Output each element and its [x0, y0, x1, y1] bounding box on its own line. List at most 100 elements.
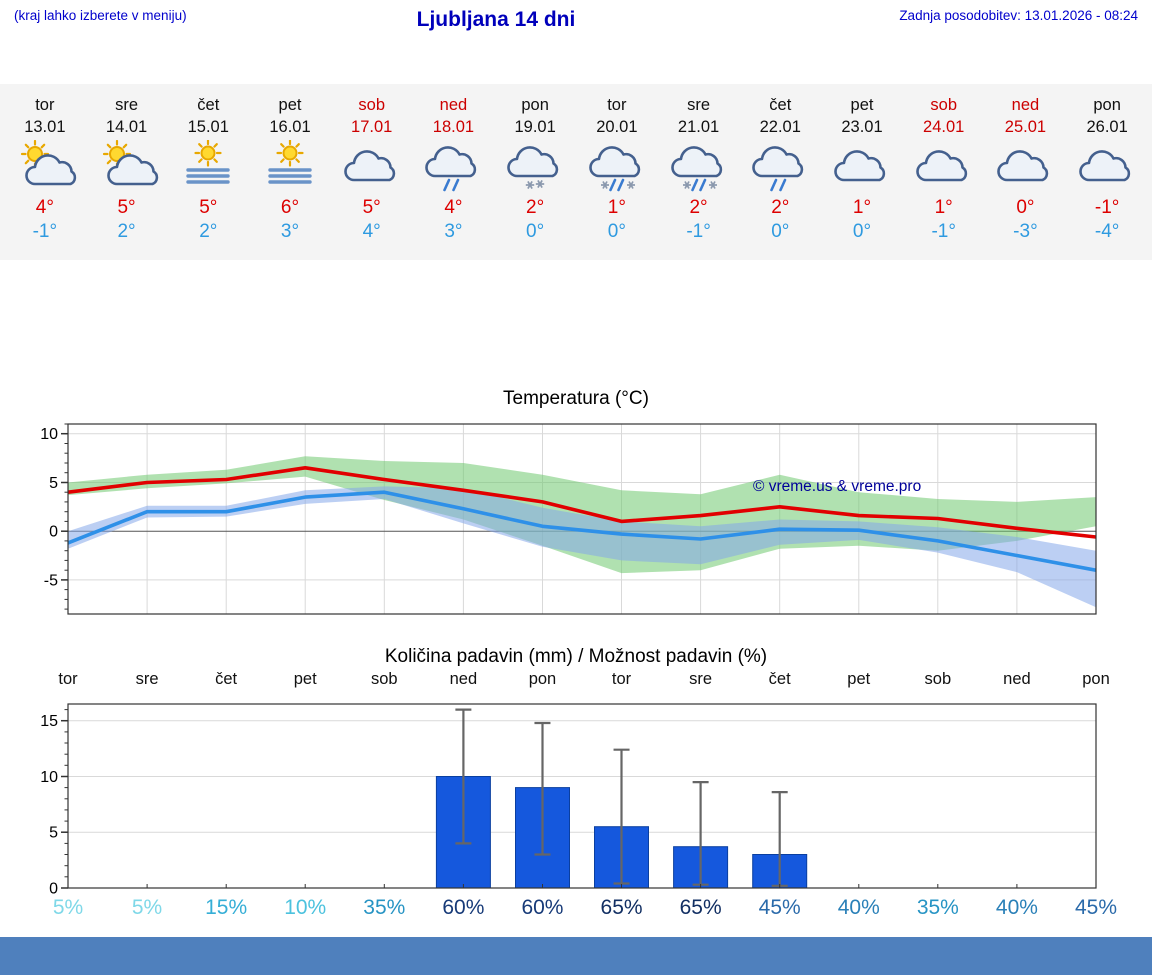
snow-icon — [502, 140, 568, 194]
forecast-day-17.01[interactable]: sob 17.01 5° 4° — [331, 94, 413, 244]
day-name: sre — [115, 96, 139, 114]
min-temp-range-band — [68, 486, 1096, 608]
forecast-strip: tor 13.01 4° -1° sre 14.01 5° 2° čet 15.01 5° 2° pet… — [0, 84, 1152, 260]
precip-probability-label: 40% — [995, 896, 1038, 919]
low-temp: 4° — [362, 221, 381, 242]
precip-day-label: ned — [449, 670, 478, 688]
day-name: pon — [521, 96, 549, 114]
day-date: 23.01 — [841, 118, 883, 136]
top-header: (kraj lahko izberete v meniju) Ljubljana… — [0, 0, 1152, 32]
low-temp: -1° — [931, 221, 956, 242]
precip-day-label: sob — [924, 670, 952, 688]
precip-probability-label: 5% — [52, 896, 84, 919]
sleet-icon — [584, 140, 650, 194]
day-name: tor — [607, 96, 627, 114]
high-temp: 2° — [771, 197, 790, 218]
forecast-day-20.01[interactable]: tor 20.01 1° 0° — [576, 94, 658, 244]
precip-probability-label: 65% — [679, 896, 722, 919]
low-temp: 3° — [444, 221, 463, 242]
precip-day-label: čet — [768, 670, 791, 688]
precip-day-label: tor — [611, 670, 632, 688]
low-temp: 0° — [852, 221, 872, 242]
min-temp-line — [68, 490, 1096, 572]
partly-cloudy-icon — [12, 140, 78, 194]
precip-day-label: pon — [1082, 670, 1110, 688]
low-temp: 2° — [199, 221, 218, 242]
footer-bar — [0, 937, 1152, 975]
high-temp: 1° — [607, 197, 626, 218]
day-date: 26.01 — [1086, 118, 1128, 136]
cloudy-icon — [339, 140, 405, 194]
day-name: sob — [358, 96, 385, 114]
precip-day-label: tor — [58, 670, 78, 688]
forecast-day-22.01[interactable]: čet 22.01 2° 0° — [739, 94, 821, 244]
cloudy-icon — [992, 140, 1058, 194]
forecast-day-19.01[interactable]: pon 19.01 2° 0° — [494, 94, 576, 244]
sleet-icon — [666, 140, 732, 194]
precipitation-chart-title: Količina padavin (mm) / Možnost padavin … — [384, 646, 768, 667]
precip-day-label: sob — [370, 670, 398, 688]
precip-day-label: čet — [215, 670, 238, 688]
day-name: čet — [769, 96, 792, 114]
forecast-day-16.01[interactable]: pet 16.01 6° 3° — [249, 94, 331, 244]
forecast-day-14.01[interactable]: sre 14.01 5° 2° — [86, 94, 168, 244]
high-temp: 5° — [117, 197, 136, 218]
svg-text:0: 0 — [49, 881, 58, 897]
precip-probability-label: 60% — [442, 896, 485, 919]
day-date: 18.01 — [432, 118, 475, 136]
precip-probability-label: 5% — [131, 896, 163, 919]
cloudy-icon — [1074, 140, 1140, 194]
precipitation-chart: 0 5 10 15 — [40, 703, 1097, 897]
page-title: Ljubljana 14 dni — [416, 8, 576, 31]
forecast-day-21.01[interactable]: sre 21.01 2° -1° — [658, 94, 740, 244]
day-date: 24.01 — [923, 118, 965, 136]
day-date: 14.01 — [105, 118, 148, 136]
forecast-day-15.01[interactable]: čet 15.01 5° 2° — [167, 94, 249, 244]
precip-probability-label: 35% — [363, 896, 406, 919]
day-date: 19.01 — [514, 118, 556, 136]
precip-probability-label: 60% — [521, 896, 564, 919]
day-name: pet — [850, 96, 874, 114]
precip-day-label: sre — [135, 670, 159, 688]
day-name: pet — [278, 96, 302, 114]
forecast-day-18.01[interactable]: ned 18.01 4° 3° — [413, 94, 495, 244]
forecast-day-25.01[interactable]: ned 25.01 0° -3° — [985, 94, 1067, 244]
day-name: sob — [930, 96, 957, 114]
day-name: tor — [35, 96, 55, 114]
day-date: 17.01 — [351, 118, 393, 136]
menu-hint-link[interactable]: (kraj lahko izberete v meniju) — [14, 8, 187, 23]
partly-cloudy-icon — [94, 140, 160, 194]
day-date: 20.01 — [596, 118, 638, 136]
high-temp: 6° — [280, 197, 300, 218]
day-date: 21.01 — [677, 118, 720, 136]
precip-probability-label: 45% — [758, 896, 801, 919]
day-date: 25.01 — [1004, 118, 1047, 136]
cloudy-icon — [911, 140, 977, 194]
precip-day-label: pet — [847, 670, 871, 688]
high-temp: 1° — [852, 197, 872, 218]
precip-day-label: ned — [1003, 670, 1031, 688]
precip-probability-label: 15% — [205, 896, 248, 919]
precip-probability-label: 10% — [284, 896, 327, 919]
high-temp: 0° — [1016, 197, 1035, 218]
forecast-day-13.01[interactable]: tor 13.01 4° -1° — [4, 94, 86, 244]
day-name: čet — [197, 96, 220, 114]
forecast-day-24.01[interactable]: sob 24.01 1° -1° — [903, 94, 985, 244]
low-temp: 0° — [607, 221, 626, 242]
low-temp: 3° — [280, 221, 300, 242]
low-temp: -1° — [32, 221, 58, 242]
forecast-day-23.01[interactable]: pet 23.01 1° 0° — [821, 94, 903, 244]
day-name: ned — [1011, 96, 1040, 114]
high-temp: 5° — [199, 197, 218, 218]
svg-text:10: 10 — [40, 769, 58, 786]
rain-icon — [420, 140, 486, 194]
high-temp: 1° — [934, 197, 953, 218]
rain-icon — [747, 140, 813, 194]
low-temp: -4° — [1094, 221, 1120, 242]
high-temp: 4° — [444, 197, 463, 218]
forecast-day-26.01[interactable]: pon 26.01 -1° -4° — [1066, 94, 1148, 244]
precip-probability-label: 65% — [600, 896, 643, 919]
precip-day-labels-row: tor sre čet pet sob ned pon tor sre čet pet sob ned p… — [0, 670, 1152, 696]
low-temp: 0° — [526, 221, 545, 242]
svg-text:15: 15 — [40, 713, 58, 730]
